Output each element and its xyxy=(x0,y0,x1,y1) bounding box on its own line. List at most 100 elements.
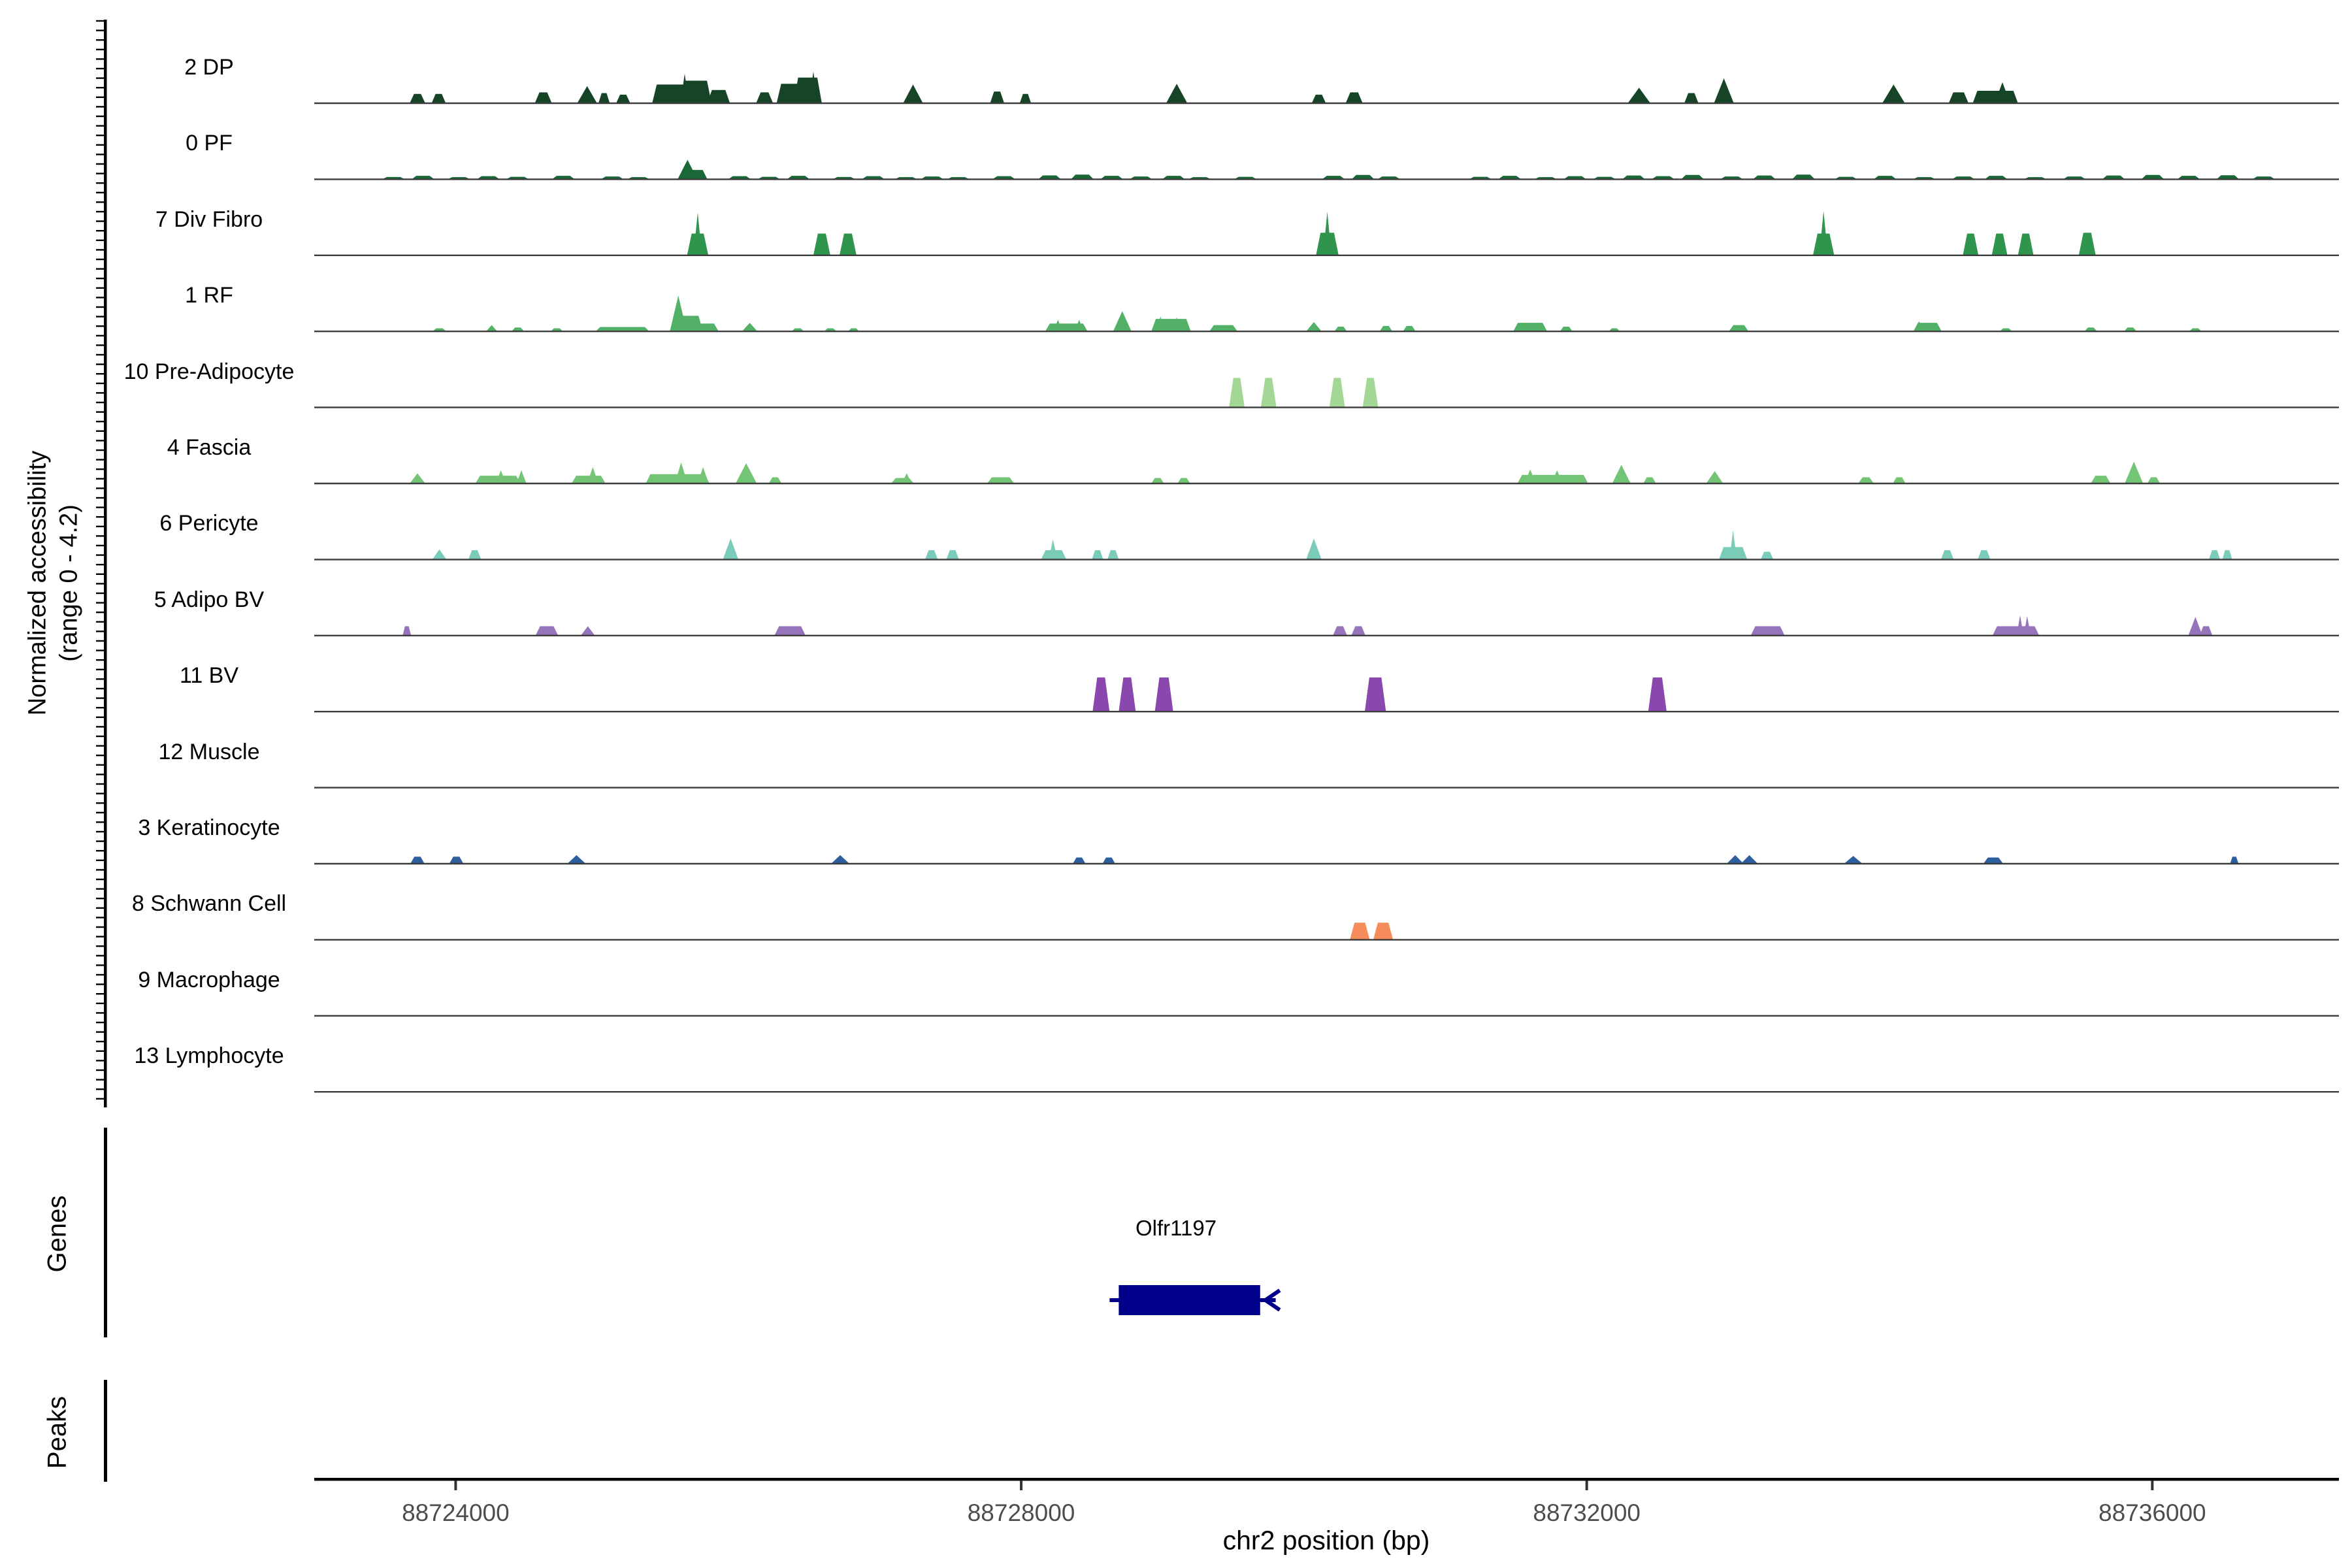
coverage-peak xyxy=(1071,174,1094,180)
coverage-peak xyxy=(2084,327,2097,332)
coverage-peak xyxy=(1551,470,1563,483)
coverage-peak xyxy=(516,470,527,483)
coverage-peak xyxy=(1333,626,1347,636)
coverage-peak xyxy=(2230,857,2239,864)
coverage-peak xyxy=(1729,530,1737,560)
coverage-peak xyxy=(1995,82,2010,103)
x-tick-label: 88728000 xyxy=(968,1499,1075,1526)
track-label-10-pre-adipocyte: 10 Pre-Adipocyte xyxy=(123,359,295,384)
coverage-peak xyxy=(1714,78,1734,103)
coverage-peak xyxy=(990,91,1005,103)
peaks-section-bracket xyxy=(104,1380,107,1482)
coverage-peak xyxy=(577,86,597,103)
coverage-peak xyxy=(2125,461,2144,483)
coverage-peak xyxy=(809,71,818,103)
coverage-peak xyxy=(1991,233,2008,255)
coverage-peak xyxy=(756,92,774,103)
coverage-peak xyxy=(1819,210,1828,255)
coverage-peak xyxy=(1350,923,1370,940)
coverage-peak xyxy=(946,550,959,560)
coverage-peak xyxy=(410,93,425,103)
coverage-peak xyxy=(680,80,712,103)
coverage-peak xyxy=(1364,677,1386,712)
coverage-peak xyxy=(449,857,464,864)
coverage-peak xyxy=(1740,855,1758,864)
coverage-peak xyxy=(1963,233,1979,255)
coverage-peak xyxy=(1983,857,2004,864)
track-label-12-muscle: 12 Muscle xyxy=(158,739,260,764)
coverage-peak xyxy=(1306,321,1322,332)
coverage-peak xyxy=(1612,465,1631,483)
coverage-peak xyxy=(598,93,610,103)
track-label-4-fascia: 4 Fascia xyxy=(167,435,252,460)
coverage-peak xyxy=(1940,550,1954,560)
coverage-peak xyxy=(410,857,425,864)
x-tick-label: 88724000 xyxy=(402,1499,510,1526)
coverage-peak xyxy=(2216,175,2240,180)
coverage-peak xyxy=(567,855,586,864)
x-tick-label: 88732000 xyxy=(1533,1499,1641,1526)
coverage-peak xyxy=(1209,325,1238,332)
coverage-peak xyxy=(1306,538,1322,560)
coverage-peak xyxy=(1726,855,1744,864)
coverage-peak xyxy=(652,84,689,103)
coverage-peak xyxy=(774,626,806,636)
coverage-peak xyxy=(2147,477,2161,483)
coverage-peak xyxy=(1092,550,1103,560)
coverage-peak xyxy=(1760,551,1774,560)
coverage-peak xyxy=(690,323,719,332)
coverage-peak xyxy=(1498,176,1522,180)
coverage-peak xyxy=(1113,311,1132,332)
coverage-peak xyxy=(468,550,482,560)
coverage-peak xyxy=(768,477,782,483)
coverage-peak xyxy=(1019,93,1032,103)
track-label-11-bv: 11 BV xyxy=(179,663,239,689)
coverage-peak xyxy=(1162,176,1185,180)
coverage-peak xyxy=(813,233,830,255)
coverage-peak xyxy=(1681,174,1704,180)
coverage-peak xyxy=(2177,176,2200,180)
coverage-peak xyxy=(2188,617,2203,636)
coverage-peak xyxy=(1038,175,1061,180)
coverage-peak xyxy=(2091,476,2111,483)
coverage-peak xyxy=(697,467,709,483)
coverage-peak xyxy=(2222,550,2232,560)
y-axis-title: Normalized accessibility (range 0 - 4.2) xyxy=(23,387,85,779)
coverage-peak xyxy=(1513,323,1548,332)
coverage-peak xyxy=(693,212,702,255)
coverage-peak xyxy=(735,463,757,483)
coverage-peak xyxy=(511,327,525,332)
coverage-peak xyxy=(485,325,498,332)
peaks-section-label: Peaks xyxy=(42,1396,72,1469)
coverage-peak xyxy=(1156,316,1165,332)
track-label-3-keratinocyte: 3 Keratinocyte xyxy=(138,815,280,840)
coverage-peak xyxy=(1351,174,1375,180)
coverage-peak xyxy=(1073,857,1086,864)
coverage-peak xyxy=(1706,470,1723,483)
x-axis-title: chr2 position (bp) xyxy=(1222,1525,1430,1556)
coverage-peak xyxy=(552,176,575,180)
coverage-peak xyxy=(595,327,649,332)
coverage-peak xyxy=(987,477,1015,483)
coverage-peak xyxy=(1882,84,1905,103)
coverage-peak xyxy=(2199,626,2213,636)
coverage-peak xyxy=(1102,857,1115,864)
genes-section-bracket xyxy=(104,1128,107,1337)
coverage-peak xyxy=(1627,88,1651,103)
coverage-peak xyxy=(1844,856,1863,864)
coverage-peak xyxy=(2102,175,2125,180)
coverage-peak xyxy=(1517,474,1588,483)
coverage-peak xyxy=(1107,550,1119,560)
coverage-peak xyxy=(1858,477,1874,483)
coverage-peak xyxy=(1075,319,1084,332)
coverage-peak xyxy=(787,176,810,180)
coverage-peak xyxy=(680,73,689,103)
coverage-peak xyxy=(1984,176,2008,180)
coverage-peak xyxy=(496,470,506,483)
coverage-peak xyxy=(679,170,708,180)
track-label-7-div-fibro: 7 Div Fibro xyxy=(155,206,263,232)
y-axis-spine xyxy=(104,20,107,1107)
coverage-peak xyxy=(1648,677,1667,712)
gene-exon-box xyxy=(1119,1285,1260,1315)
